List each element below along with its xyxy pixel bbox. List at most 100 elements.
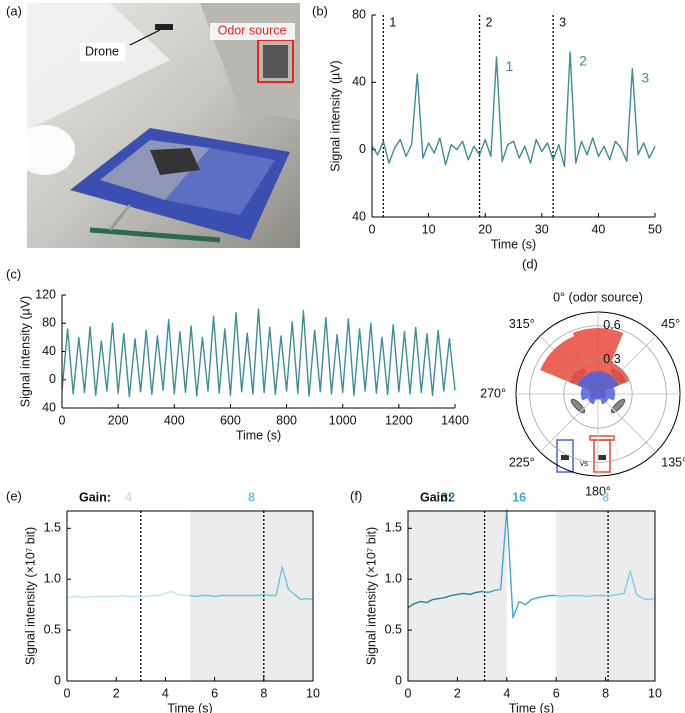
panel-label: (b) (312, 3, 328, 18)
angle-label: 225° (509, 456, 535, 470)
x-tick-label: 30 (535, 222, 549, 236)
y-tick-label: 1.5 (385, 521, 402, 535)
x-tick-label: 40 (591, 222, 605, 236)
x-tick-label: 2 (454, 686, 461, 700)
angle-label: 135° (661, 456, 685, 470)
angle-label: 45° (661, 317, 680, 331)
x-tick-label: 200 (108, 413, 129, 427)
series-line (371, 51, 656, 168)
x-tick-label: 6 (211, 686, 218, 700)
x-tick-label: 6 (553, 686, 560, 700)
annotation: Drone (85, 44, 119, 58)
radial-tick-label: 0.6 (603, 318, 620, 332)
y-tick-label: 120 (35, 287, 56, 301)
x-tick-label: 8 (260, 686, 267, 700)
panel-label: (d) (522, 256, 538, 271)
y-tick-label: 1.0 (385, 572, 402, 586)
x-axis-title: Time (s) (509, 701, 554, 713)
x-tick-label: 4 (162, 686, 169, 700)
polar-bar (595, 394, 601, 400)
y-tick-label: 0.5 (385, 622, 402, 636)
radial-grid (563, 359, 633, 429)
y-tick-label: 0.5 (44, 622, 61, 636)
series-line (61, 308, 456, 398)
radial-tick-label: 0.3 (603, 352, 620, 366)
y-axis-title: Signal intensity (×10⁷ bit) (364, 527, 378, 665)
x-tick-label: 0 (369, 222, 376, 236)
event-label: 2 (486, 15, 493, 29)
angle-label: 0° (odor source) (553, 290, 643, 304)
frame (66, 510, 314, 682)
y-tick-label: 0 (359, 142, 366, 156)
x-tick-label: 800 (276, 413, 297, 427)
x-tick-label: 1200 (385, 413, 413, 427)
x-tick-label: 400 (164, 413, 185, 427)
x-axis-title: Time (s) (491, 237, 536, 251)
series-line (189, 566, 314, 601)
panel-label: (f) (350, 488, 362, 503)
x-tick-label: 8 (602, 686, 609, 700)
y-tick-label: 40 (352, 209, 366, 223)
event-label: 1 (389, 15, 396, 29)
y-axis-title: Signal intensity (×10⁷ bit) (23, 527, 37, 665)
y-tick-label: 40 (42, 344, 56, 358)
condition-icons (556, 435, 615, 473)
y-tick-label: 1.5 (44, 521, 61, 535)
peak-label: 3 (641, 70, 649, 86)
angle-label: 270° (480, 386, 506, 400)
frame (407, 510, 656, 682)
x-tick-label: 1000 (329, 413, 357, 427)
polar-bar (598, 387, 616, 401)
y-tick-label: 80 (42, 316, 56, 330)
radial-grid (529, 325, 667, 463)
polar-bar (587, 394, 598, 405)
polar-bar (576, 372, 598, 394)
x-tick-label: 10 (422, 222, 436, 236)
x-tick-label: 0 (64, 686, 71, 700)
x-tick-label: 10 (648, 686, 662, 700)
y-tick-label: 1.0 (44, 572, 61, 586)
spoke (539, 393, 599, 453)
x-axis-title: Time (s) (167, 701, 212, 713)
legend-label: 4 (125, 490, 132, 504)
x-tick-label: 1400 (441, 413, 469, 427)
peak-label: 2 (579, 53, 587, 69)
legend-title: Gain: (79, 490, 111, 504)
polar-bar (580, 387, 598, 401)
x-tick-label: 20 (478, 222, 492, 236)
legend-label: 32 (441, 490, 455, 504)
x-tick-label: 600 (220, 413, 241, 427)
note: vs (580, 459, 588, 468)
x-tick-label: 10 (306, 686, 320, 700)
series-line (407, 590, 489, 609)
panel-label: (c) (6, 266, 21, 281)
series-line (481, 509, 557, 619)
y-tick-label: 0 (395, 673, 402, 687)
event-label: 3 (559, 15, 566, 29)
y-tick-label: 0 (49, 372, 56, 386)
polar-bar (598, 372, 620, 394)
legend-label: 16 (512, 490, 526, 504)
polar-bar (598, 394, 609, 405)
y-axis-title: Signal intensity (µV) (328, 60, 342, 171)
legend-label: 8 (248, 490, 255, 504)
angle-label: 180° (585, 484, 611, 498)
y-axis-title: Signal intensity (µV) (18, 296, 32, 407)
series-line (66, 590, 190, 599)
polar-bar (572, 327, 624, 394)
x-axis-title: Time (s) (236, 428, 281, 442)
x-tick-label: 4 (503, 686, 510, 700)
panel-label: (a) (6, 3, 22, 18)
x-tick-label: 0 (59, 413, 66, 427)
x-tick-label: 50 (648, 222, 662, 236)
polar-bar (589, 371, 607, 394)
legend-title: Gain: (420, 490, 452, 504)
annotation: Odor source (218, 23, 287, 37)
y-tick-label: 40 (352, 75, 366, 89)
spoke (597, 393, 657, 453)
x-tick-label: 0 (405, 686, 412, 700)
y-tick-label: 40 (42, 400, 56, 414)
shaded-region (408, 511, 507, 681)
peak-label: 1 (506, 58, 514, 74)
